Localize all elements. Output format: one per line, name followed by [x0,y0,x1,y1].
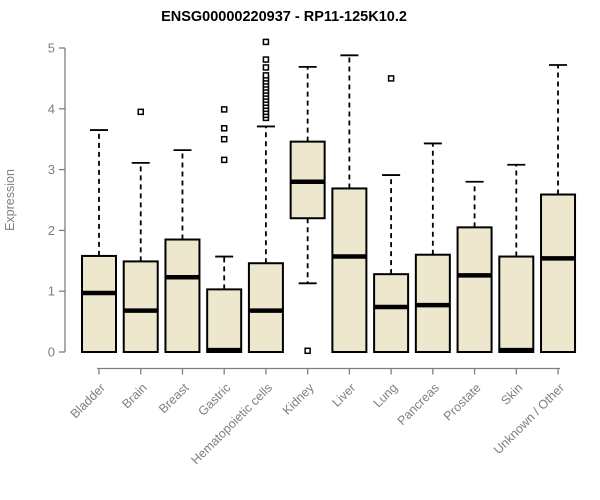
outlier-point [387,75,395,82]
box-group [122,108,159,353]
iqr-box [206,288,243,354]
x-tick-label: Brain [119,381,150,412]
x-tick-label: Prostate [441,381,484,424]
x-tick-label: Unknown / Other [491,381,567,457]
outlier-point [304,347,311,355]
x-tick-label: Lung [371,381,401,411]
iqr-box [81,254,117,354]
y-tick-label: 3 [48,162,55,177]
y-tick-label: 2 [48,223,55,238]
outlier-point [262,72,270,79]
box-group [498,163,535,354]
y-tick-label: 5 [48,41,55,56]
outlier-point [220,156,228,164]
y-tick-label: 1 [48,284,55,299]
box-group [81,129,117,354]
outlier-point [137,108,144,116]
iqr-box [164,238,201,354]
box-group [373,75,410,353]
outlier-point [220,125,228,132]
box-group [164,149,201,354]
x-tick-label: Breast [156,380,192,416]
box-group [247,38,284,353]
iqr-box [247,262,284,353]
x-tick-label: Bladder [68,381,108,421]
iqr-box [373,273,410,353]
box-group [414,142,451,353]
x-tick-label: Skin [498,381,525,408]
y-tick-label: 4 [48,101,55,116]
outlier-point [220,106,228,113]
box-group [289,65,326,355]
outlier-point [262,38,270,46]
outlier-point [262,64,270,71]
box-group [540,64,577,353]
iqr-box [331,187,368,353]
y-tick-label: 0 [48,345,55,360]
iqr-box [540,193,577,353]
box-group [331,54,368,353]
x-tick-label: Liver [329,381,358,410]
iqr-box [456,226,493,353]
box-group [206,106,243,354]
chart-title: ENSG00000220937 - RP11-125K10.2 [161,9,407,25]
plot-layer [81,38,577,355]
iqr-box [122,260,159,353]
x-tick-label: Pancreas [395,381,442,428]
x-tick-label: Gastric [195,381,233,419]
x-tick-label: Hematopoietic cells [188,381,275,468]
iqr-box [498,255,535,354]
y-axis-title: Expression [3,169,17,231]
outlier-point [262,56,270,63]
box-group [456,180,493,353]
outlier-point [220,135,228,143]
x-tick-label: Kidney [280,380,317,417]
